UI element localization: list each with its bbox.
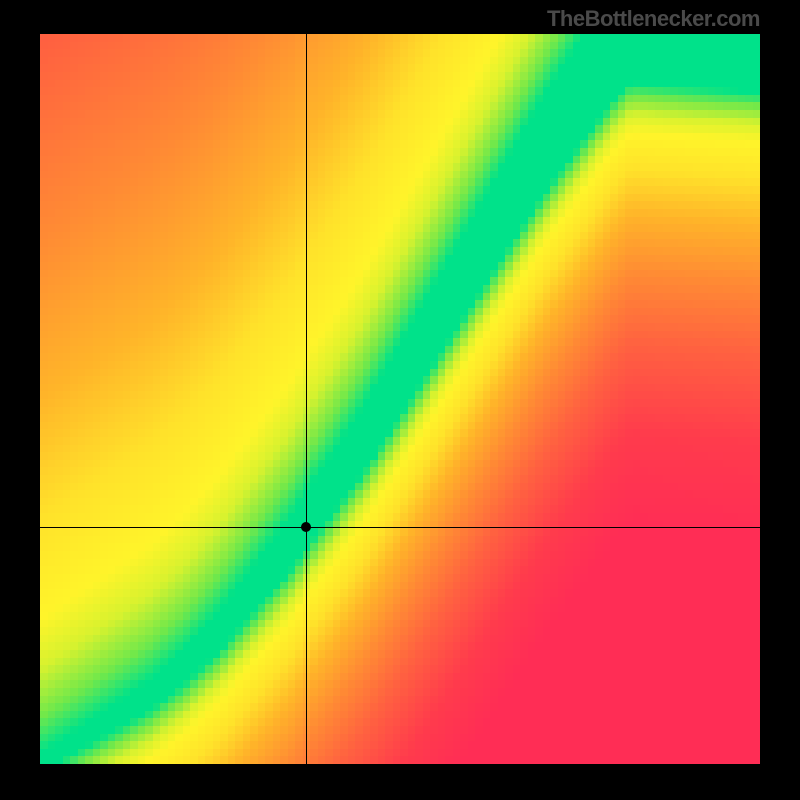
heatmap-canvas (40, 34, 760, 764)
crosshair-vertical (306, 34, 307, 764)
watermark-text: TheBottlenecker.com (547, 6, 760, 32)
crosshair-marker (301, 522, 311, 532)
crosshair-horizontal (40, 527, 760, 528)
chart-frame: TheBottlenecker.com (0, 0, 800, 800)
